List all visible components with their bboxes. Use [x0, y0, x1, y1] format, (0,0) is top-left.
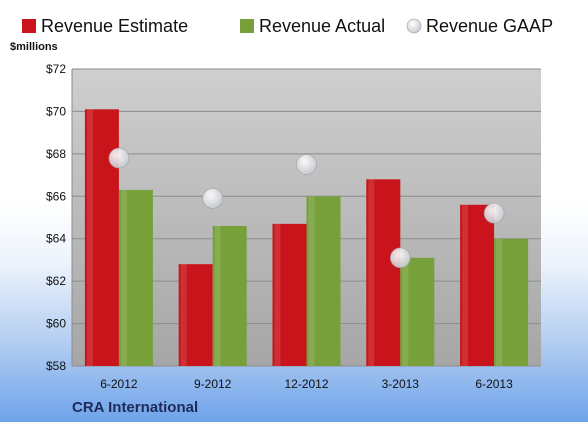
revenue-actual-bar: [212, 225, 247, 366]
revenue-estimate-bar: [178, 264, 213, 366]
revenue-estimate-bar-highlight: [274, 223, 281, 366]
chart-legend: Revenue Estimate Revenue Actual Revenue GA…: [22, 16, 553, 36]
y-tick-label: $62: [46, 274, 66, 288]
legend-label: Revenue Estimate: [41, 16, 188, 36]
bars: [84, 109, 529, 367]
x-tick-label: 3-2013: [382, 377, 420, 391]
y-tick-label: $72: [46, 62, 66, 76]
revenue-actual-bar-highlight: [120, 189, 127, 366]
x-tick-label: 12-2012: [284, 377, 328, 391]
x-tick-label: 6-2013: [475, 377, 513, 391]
revenue-gaap-marker: [108, 147, 130, 169]
y-axis-ticks: $58 $60 $62 $64 $66 $68 $70 $72: [46, 62, 66, 373]
revenue-actual-bar: [118, 189, 153, 366]
revenue-actual-bar-highlight: [308, 196, 315, 366]
y-tick-label: $66: [46, 189, 66, 203]
revenue-gaap-marker: [389, 247, 411, 269]
revenue-actual-bar-highlight: [402, 257, 409, 366]
revenue-actual-bar: [494, 238, 529, 366]
y-tick-label: $60: [46, 317, 66, 331]
y-tick-label: $64: [46, 232, 66, 246]
legend-swatch: [406, 18, 422, 34]
x-axis-ticks: 6-2012 9-2012 12-2012 3-2013 6-2013: [100, 377, 513, 391]
y-tick-label: $68: [46, 147, 66, 161]
y-tick-label: $70: [46, 104, 66, 118]
legend-swatch: [240, 19, 254, 33]
revenue-actual-bar: [400, 257, 435, 366]
revenue-estimate-bar-highlight: [462, 204, 469, 366]
revenue-estimate-bar: [272, 223, 307, 366]
revenue-gaap-marker: [296, 154, 317, 175]
x-tick-label: 9-2012: [194, 377, 232, 391]
revenue-estimate-bar: [366, 179, 401, 366]
revenue-actual-bar-highlight: [214, 225, 221, 366]
gaap-markers: [108, 147, 505, 269]
revenue-actual-bar: [306, 196, 341, 366]
company-name: CRA International: [72, 399, 198, 416]
revenue-estimate-bar: [460, 204, 495, 366]
revenue-actual-bar-highlight: [496, 238, 503, 366]
revenue-estimate-bar-highlight: [86, 109, 93, 367]
x-tick-label: 6-2012: [100, 377, 138, 391]
legend-swatch: [22, 19, 36, 33]
revenue-gaap-marker: [483, 202, 505, 224]
y-axis-unit-label: $millions: [10, 41, 58, 53]
revenue-estimate-bar-highlight: [180, 264, 187, 366]
y-tick-label: $58: [46, 359, 66, 373]
revenue-estimate-bar-highlight: [368, 179, 375, 366]
legend-label: Revenue Actual: [259, 16, 385, 36]
legend-label: Revenue GAAP: [426, 16, 553, 36]
revenue-gaap-marker: [202, 188, 223, 209]
